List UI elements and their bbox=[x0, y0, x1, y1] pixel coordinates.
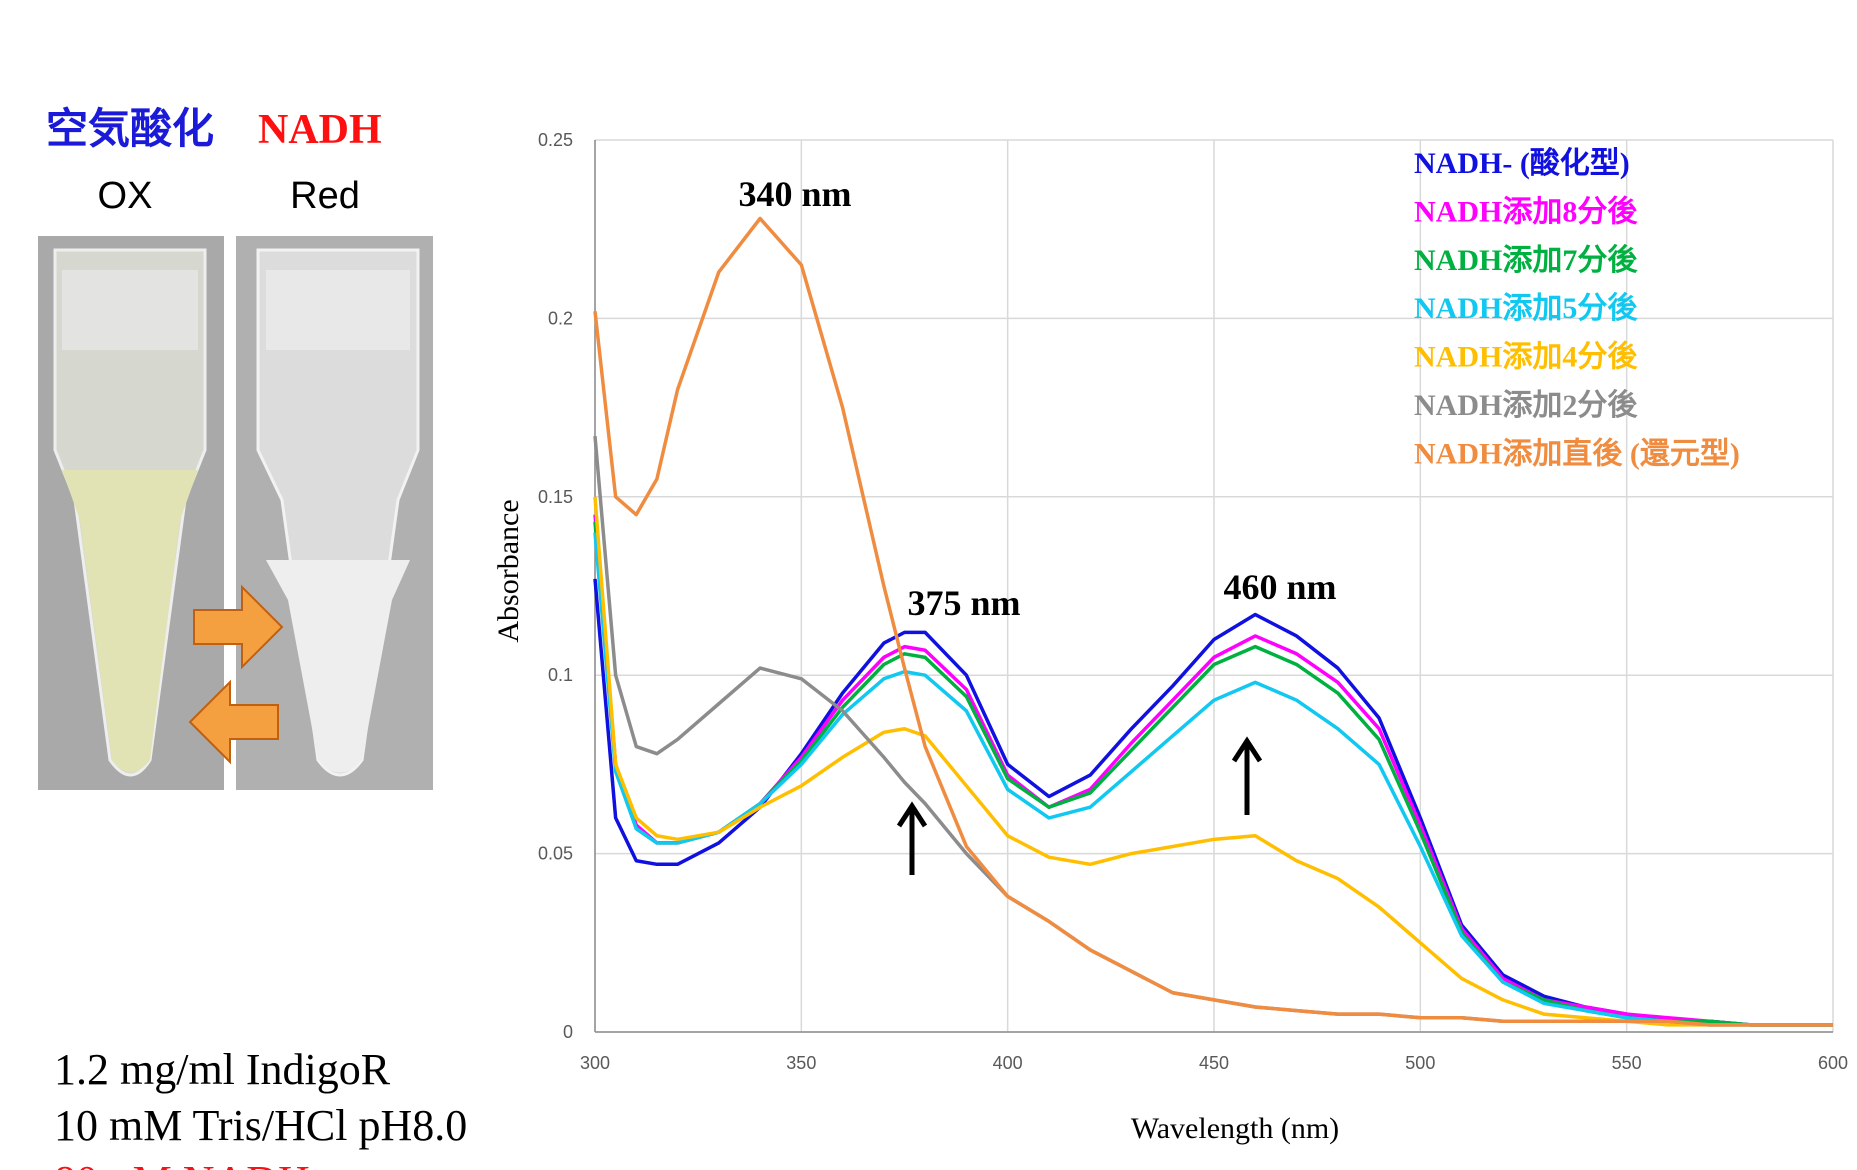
x-tick-label: 300 bbox=[580, 1053, 610, 1073]
y-tick-label: 0 bbox=[563, 1022, 573, 1042]
legend-entry: NADH- (酸化型) bbox=[1414, 147, 1630, 180]
y-tick-label: 0.05 bbox=[538, 844, 573, 864]
y-tick-label: 0.1 bbox=[548, 665, 573, 685]
annotation: 460 nm bbox=[1223, 567, 1336, 607]
x-tick-label: 500 bbox=[1405, 1053, 1435, 1073]
y-tick-label: 0.25 bbox=[538, 130, 573, 150]
header-right: NADH bbox=[258, 107, 382, 153]
x-tick-label: 550 bbox=[1612, 1053, 1642, 1073]
header-left: 空気酸化 bbox=[46, 105, 214, 152]
y-axis-label: Absorbance bbox=[492, 499, 525, 642]
annotation: 375 nm bbox=[907, 583, 1020, 623]
condition: 10 mM Tris/HCl pH8.0 bbox=[54, 1101, 467, 1150]
x-tick-label: 450 bbox=[1199, 1053, 1229, 1073]
legend-entry: NADH添加8分後 bbox=[1414, 195, 1638, 228]
legend-entry: NADH添加5分後 bbox=[1414, 292, 1638, 325]
condition: 1.2 mg/ml IndigoR bbox=[54, 1045, 391, 1094]
photo-label: OX bbox=[98, 175, 153, 217]
x-tick-label: 400 bbox=[993, 1053, 1023, 1073]
legend-entry: NADH添加7分後 bbox=[1414, 244, 1638, 277]
condition: 80 μM NADH bbox=[54, 1157, 310, 1170]
y-tick-label: 0.2 bbox=[548, 308, 573, 328]
increase-arrow bbox=[896, 736, 1263, 875]
annotation: 340 nm bbox=[738, 174, 851, 214]
photo-red bbox=[236, 236, 433, 790]
y-tick-label: 0.15 bbox=[538, 487, 573, 507]
x-tick-label: 600 bbox=[1818, 1053, 1848, 1073]
data-line bbox=[593, 496, 1833, 1027]
legend-entry: NADH添加2分後 bbox=[1414, 389, 1638, 422]
data-line bbox=[593, 216, 1833, 1027]
photo-ox bbox=[38, 236, 224, 790]
chart: 0 0.05 0.1 0.15 0.2 0.25 300 350 400 450 500 550 600… bbox=[538, 130, 1848, 1073]
x-axis-label: Wavelength (nm) bbox=[1131, 1112, 1339, 1145]
legend-entry: NADH添加4分後 bbox=[1414, 341, 1638, 374]
x-tick-label: 350 bbox=[786, 1053, 816, 1073]
photo-label: Red bbox=[290, 175, 360, 217]
swap-arrows bbox=[188, 584, 284, 765]
legend-entry: NADH添加直後 (還元型) bbox=[1414, 437, 1740, 470]
